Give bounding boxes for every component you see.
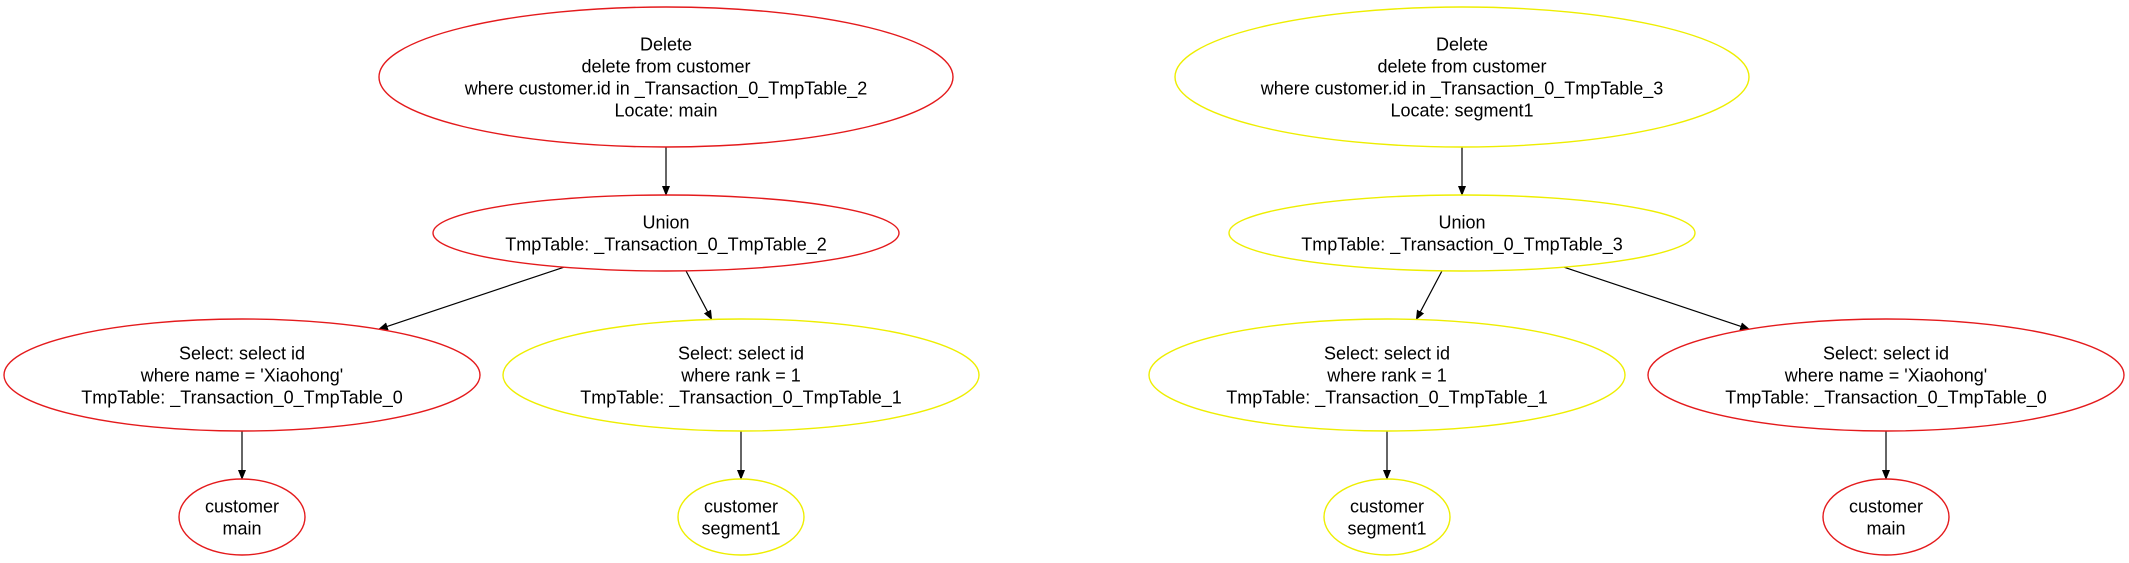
node-label-line: where name = 'Xiaohong' <box>1784 365 1988 385</box>
node-label-line: TmpTable: _Transaction_0_TmpTable_2 <box>505 234 827 255</box>
node-label-line: TmpTable: _Transaction_0_TmpTable_0 <box>81 387 403 408</box>
node-ellipse <box>1148 318 1626 432</box>
node-ellipse <box>378 6 954 148</box>
node-label-line: Union <box>1438 212 1485 232</box>
edge-arrow <box>1563 266 1751 331</box>
node-ellipse <box>677 478 805 556</box>
node-label-line: segment1 <box>1347 518 1426 538</box>
node-label-line: Select: select id <box>1823 343 1949 363</box>
node-label-line: where rank = 1 <box>680 365 801 385</box>
node-ellipse <box>1228 194 1696 272</box>
node-ellipse <box>178 478 306 556</box>
node-label-line: Locate: main <box>614 100 717 120</box>
node-ellipse <box>3 318 481 432</box>
node-label-line: delete from customer <box>581 56 750 76</box>
node-label-line: Delete <box>640 34 692 54</box>
node-ellipse <box>1647 318 2125 432</box>
node-label-line: where customer.id in _Transaction_0_TmpT… <box>1260 78 1664 99</box>
node-label-line: TmpTable: _Transaction_0_TmpTable_0 <box>1725 387 2047 408</box>
node-ellipse <box>502 318 980 432</box>
node-label-line: customer <box>1849 496 1923 516</box>
node-label-line: where name = 'Xiaohong' <box>140 365 344 385</box>
node-label-line: customer <box>1350 496 1424 516</box>
node-ellipse <box>1174 6 1750 148</box>
node-label-line: Union <box>642 212 689 232</box>
node-label-line: delete from customer <box>1377 56 1546 76</box>
node-ellipse <box>432 194 900 272</box>
edge-arrow <box>685 270 713 321</box>
node-label-line: TmpTable: _Transaction_0_TmpTable_3 <box>1301 234 1623 255</box>
node-label-line: Delete <box>1436 34 1488 54</box>
node-label-line: where customer.id in _Transaction_0_TmpT… <box>464 78 868 99</box>
node-label-line: segment1 <box>701 518 780 538</box>
node-label-line: customer <box>704 496 778 516</box>
node-label-line: Select: select id <box>678 343 804 363</box>
edge-arrow <box>1415 270 1443 321</box>
node-label-line: main <box>1866 518 1905 538</box>
node-label-line: customer <box>205 496 279 516</box>
node-label-line: where rank = 1 <box>1326 365 1447 385</box>
node-label-line: Locate: segment1 <box>1390 100 1533 120</box>
node-label-line: TmpTable: _Transaction_0_TmpTable_1 <box>1226 387 1548 408</box>
node-label-line: Select: select id <box>179 343 305 363</box>
edges-layer <box>238 147 1890 480</box>
node-label-line: TmpTable: _Transaction_0_TmpTable_1 <box>580 387 902 408</box>
node-label-line: main <box>222 518 261 538</box>
node-label-line: Select: select id <box>1324 343 1450 363</box>
node-ellipse <box>1822 478 1950 556</box>
edge-arrow <box>377 266 565 331</box>
node-ellipse <box>1323 478 1451 556</box>
